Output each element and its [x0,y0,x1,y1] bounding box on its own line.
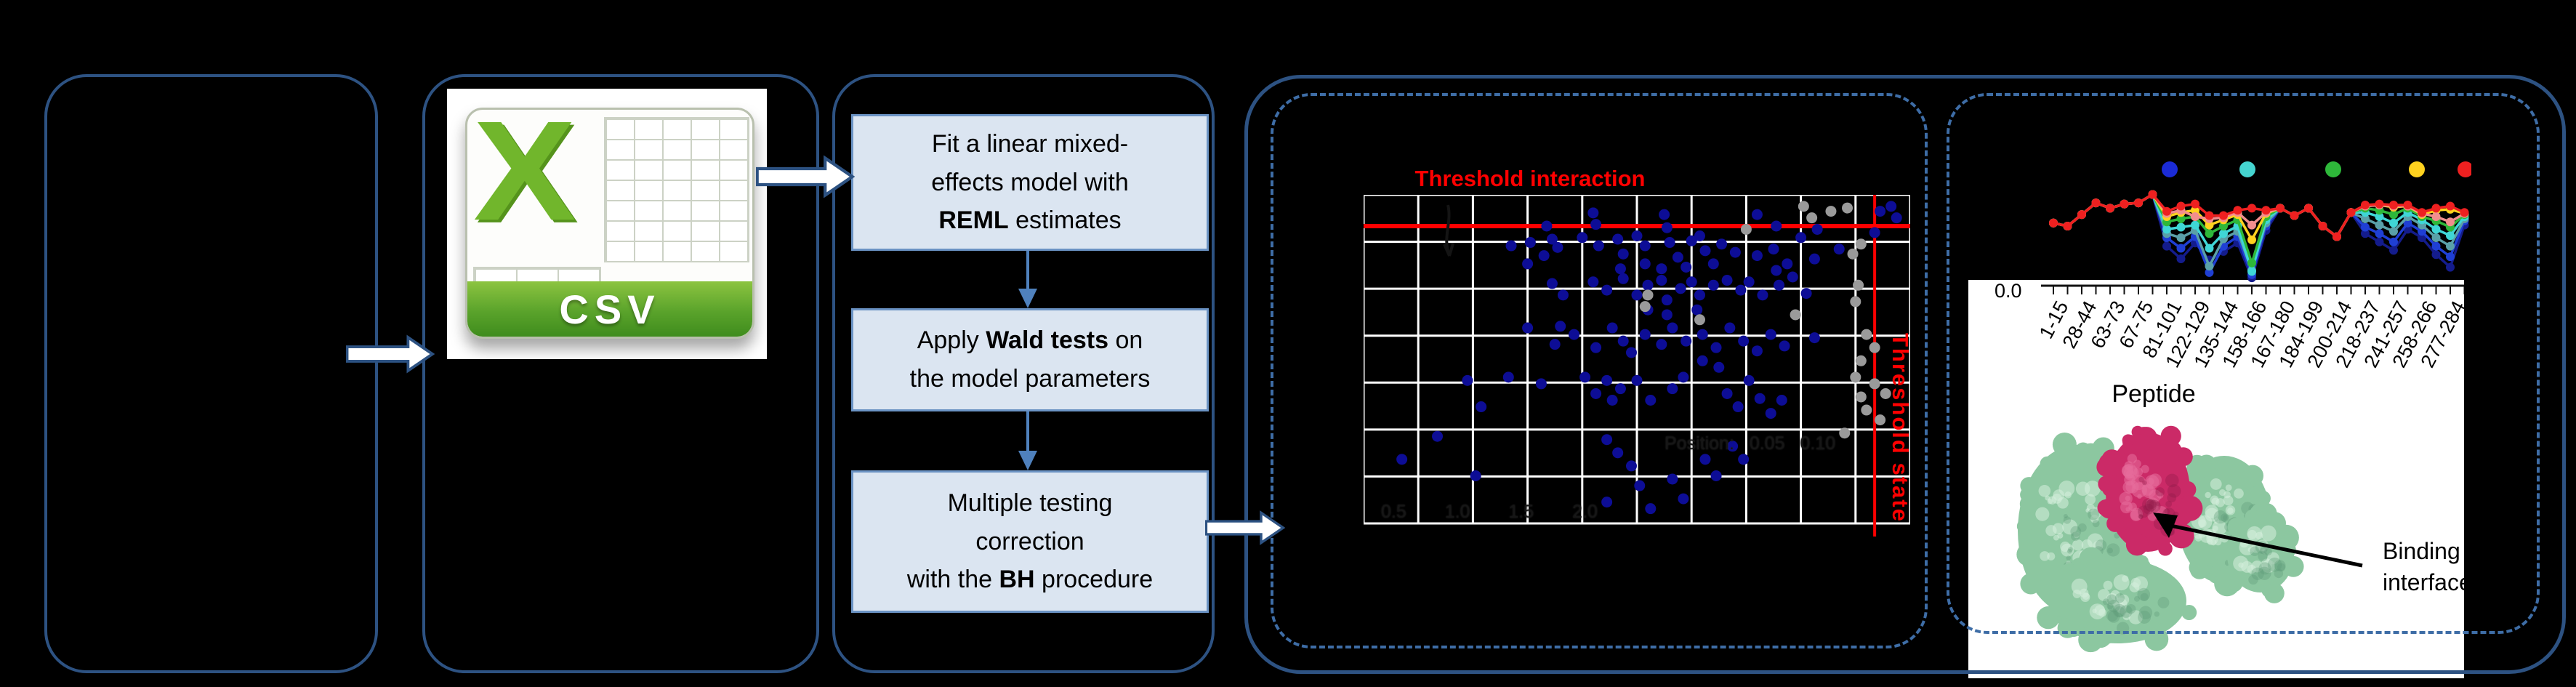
step3-pre: with the [906,566,999,594]
binding-line1: Binding [2383,538,2460,564]
step-wald-tests: Apply Wald tests on the model parameters [851,308,1209,411]
protein-structure-image [2016,425,2363,653]
step1-bold: REML [938,206,1009,235]
input-group-box [44,74,378,673]
ghost-axis-ticks: 0.5 1.0 1.5 2.0 [1381,502,1598,522]
step2-line2: the model parameters [909,365,1151,393]
results-group-box [1244,75,2566,674]
step1-line2: effects model with [931,168,1129,196]
connector-arrow-1 [1018,246,1037,308]
csv-label-band: CSV [467,281,752,337]
y-axis-tick-label: 0.0 [1995,280,2022,302]
step2-pre: Apply [917,326,986,355]
step1-line1: Fit a linear mixed- [931,129,1129,158]
csv-label: CSV [559,286,661,332]
binding-arrow [2153,513,2178,538]
step-bh-correction: Multiple testing correction with the BH … [851,470,1209,613]
flow-arrow-model-to-results [1205,510,1285,545]
binding-line2: interface [2383,569,2464,596]
scatter-title: Threshold interaction [1414,166,1646,191]
ghost-size-legend: Position: 0.05 0.10 [1665,433,1836,454]
connector-arrow-2 [1018,407,1037,470]
step3-line1: Multiple testing [947,489,1113,517]
peptide-axis-label: Peptide [2112,380,2196,408]
flow-arrow-csv-to-model [756,155,855,198]
step1-post: estimates [1008,206,1122,235]
excel-x-glyph: X [473,108,576,250]
model-group-box [832,74,1215,673]
flow-arrow-input-to-csv [346,334,435,374]
spreadsheet-grid-icon [604,117,749,262]
csv-image-background: X CSV [447,89,767,359]
csv-group-box [422,74,819,673]
peptide-axis-ticks [2041,284,2464,294]
threshold-state-label: Threshold state [1888,333,1913,523]
step-fit-model: Fit a linear mixed- effects model with R… [851,114,1209,251]
binding-interface-label: Binding interface [2383,536,2464,598]
step3-line2: correction [975,527,1084,555]
volcano-scatter-plot [1364,195,1910,537]
step2-bold: Wald tests [986,326,1108,355]
peptide-axis-image: 0.0 1-15 28-44 63-73 67-75 81-101 122-129 135-… [1968,280,2464,678]
step3-bold: BH [999,566,1035,594]
csv-file-icon: X CSV [465,108,754,339]
peptide-profile-line-chart [2049,161,2471,283]
step3-post: procedure [1034,566,1154,594]
step2-post: on [1108,326,1143,355]
